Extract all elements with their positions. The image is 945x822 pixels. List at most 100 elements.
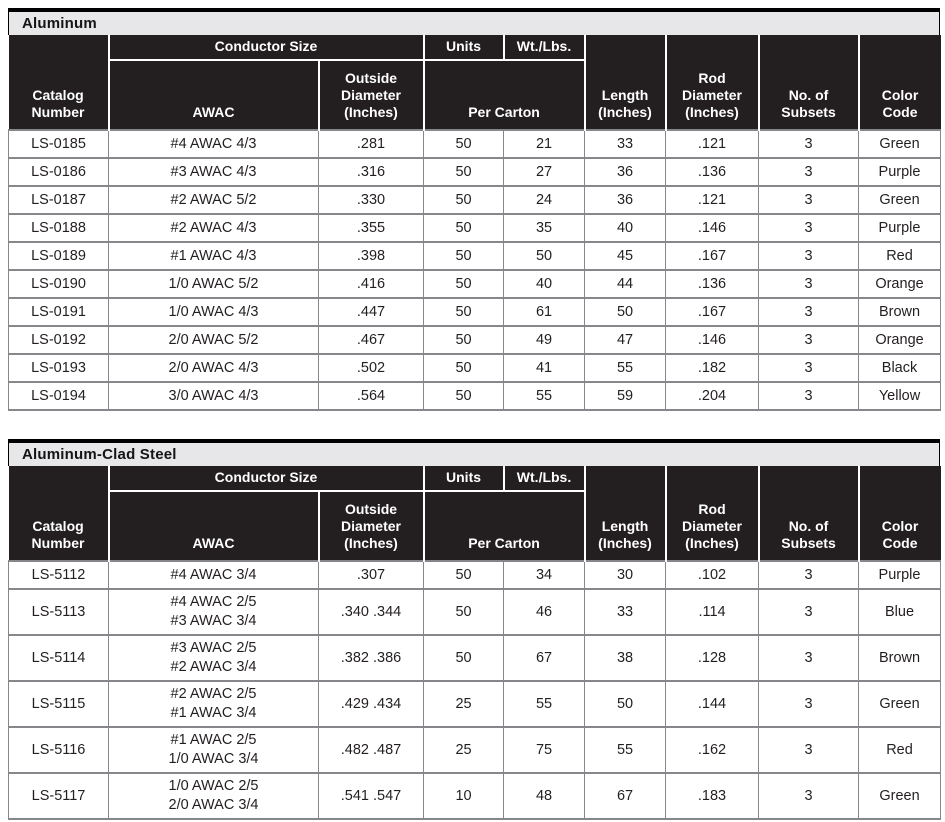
color-code-cell: Yellow [858,381,942,411]
outside-diameter-cell: .416 [317,269,425,299]
length-cell: 55 [584,353,667,383]
outside-diameter-cell: .340 .344 [317,588,425,636]
wt-lbs-cell: 50 [503,241,586,271]
awac-cell: #1 AWAC 4/3 [108,241,319,271]
rod-diameter-cell: .102 [665,560,760,590]
table-row: LS-5116 #1 AWAC 2/5 1/0 AWAC 3/4.482 .487… [8,726,942,774]
subsets-cell: 3 [758,325,860,355]
color-code-cell: Purple [858,157,942,187]
table-row: LS-0193 2/0 AWAC 4/3.502 50 41 55.182 3 Black [8,353,942,383]
outside-diameter-cell: .564 [317,381,425,411]
outside-diameter-cell: .281 [317,129,425,159]
subsets-cell: 3 [758,560,860,590]
wt-lbs-cell: 61 [503,297,586,327]
header-row-bottom: AWAC Outside Diameter (Inches) Per Carto… [9,59,941,130]
table-title: Aluminum-Clad Steel [22,446,177,463]
aluminum-clad-steel-title-bar: Aluminum-Clad Steel [8,439,940,466]
table-row: LS-0187 #2 AWAC 5/2.330 50 24 36.121 3 Green [8,185,942,215]
table-row: LS-0186 #3 AWAC 4/3.316 50 27 36.136 3 Purple [8,157,942,187]
header-color-code: Color Code [857,35,941,130]
table-row: LS-0191 1/0 AWAC 4/3.447 50 61 50.167 3 Brown [8,297,942,327]
table-row: LS-0194 3/0 AWAC 4/3.564 50 55 59.204 3 Yellow [8,381,942,411]
wt-lbs-cell: 40 [503,269,586,299]
length-cell: 50 [584,680,667,728]
catalog-number-cell: LS-0193 [8,353,109,383]
wt-lbs-cell: 67 [503,634,586,682]
outside-diameter-cell: .355 [317,213,425,243]
table-row: LS-5113 #4 AWAC 2/5 #3 AWAC 3/4.340 .344 5… [8,588,942,636]
subsets-cell: 3 [758,241,860,271]
table-row: LS-0185 #4 AWAC 4/3.281 50 21 33.121 3 Green [8,129,942,159]
awac-cell: 1/0 AWAC 2/5 2/0 AWAC 3/4 [108,772,319,820]
subsets-cell: 3 [758,157,860,187]
subsets-cell: 3 [758,213,860,243]
rod-diameter-cell: .204 [665,381,760,411]
aluminum-clad-steel-spec-table: Catalog Number Conductor Size Units Wt./… [8,466,942,820]
length-cell: 36 [584,185,667,215]
table-row: LS-5112 #4 AWAC 3/4.307 50 34 30.102 3 Purple [8,560,942,590]
subsets-cell: 3 [758,297,860,327]
units-cell: 50 [423,381,505,411]
wt-lbs-cell: 21 [503,129,586,159]
wt-lbs-cell: 41 [503,353,586,383]
table-title: Aluminum [22,15,97,32]
table-row: LS-5117 1/0 AWAC 2/5 2/0 AWAC 3/4.541 .54… [8,772,942,820]
header-length-inches: Length (Inches) [583,35,666,130]
catalog-number-cell: LS-0186 [8,157,109,187]
header-length-inches: Length (Inches) [583,466,666,561]
color-code-cell: Black [858,353,942,383]
catalog-number-cell: LS-0189 [8,241,109,271]
catalog-number-cell: LS-5114 [8,634,109,682]
units-cell: 50 [423,213,505,243]
outside-diameter-cell: .307 [317,560,425,590]
units-cell: 25 [423,726,505,774]
table-row: LS-0189 #1 AWAC 4/3.398 50 50 45.167 3 Red [8,241,942,271]
outside-diameter-cell: .398 [317,241,425,271]
color-code-cell: Orange [858,325,942,355]
length-cell: 44 [584,269,667,299]
rod-diameter-cell: .167 [665,241,760,271]
table-header: Catalog Number Conductor Size Units Wt./… [8,466,941,561]
subsets-cell: 3 [758,129,860,159]
table-row: LS-0188 #2 AWAC 4/3.355 50 35 40.146 3 Purple [8,213,942,243]
header-per-carton: Per Carton [422,490,585,561]
color-code-cell: Purple [858,560,942,590]
subsets-cell: 3 [758,772,860,820]
header-outside-diameter: Outside Diameter (Inches) [317,490,424,561]
header-conductor-size: Conductor Size [107,35,424,60]
color-code-cell: Blue [858,588,942,636]
wt-lbs-cell: 55 [503,680,586,728]
subsets-cell: 3 [758,680,860,728]
subsets-cell: 3 [758,353,860,383]
aluminum-clad-steel-table-body: LS-5112 #4 AWAC 3/4.307 50 34 30.102 3 Purple L… [8,560,942,820]
length-cell: 45 [584,241,667,271]
header-awac: AWAC [107,59,319,130]
header-no-of-subsets: No. of Subsets [757,466,859,561]
subsets-cell: 3 [758,269,860,299]
rod-diameter-cell: .121 [665,129,760,159]
length-cell: 33 [584,129,667,159]
catalog-number-cell: LS-5112 [8,560,109,590]
header-wt-lbs: Wt./Lbs. [502,466,585,491]
units-cell: 50 [423,157,505,187]
color-code-cell: Green [858,129,942,159]
units-cell: 50 [423,634,505,682]
aluminum-spec-table: Catalog Number Conductor Size Units Wt./… [8,35,942,411]
wt-lbs-cell: 24 [503,185,586,215]
header-row-top: Catalog Number Conductor Size Units Wt./… [8,35,941,130]
aluminum-section: Aluminum Catalog Number Conductor Size U… [8,8,942,411]
awac-cell: #4 AWAC 3/4 [108,560,319,590]
subsets-cell: 3 [758,726,860,774]
units-cell: 50 [423,129,505,159]
wt-lbs-cell: 55 [503,381,586,411]
catalog-number-cell: LS-0188 [8,213,109,243]
outside-diameter-cell: .482 .487 [317,726,425,774]
header-wt-lbs: Wt./Lbs. [502,35,585,60]
units-cell: 50 [423,353,505,383]
awac-cell: #3 AWAC 4/3 [108,157,319,187]
table-row: LS-5115 #2 AWAC 2/5 #1 AWAC 3/4.429 .434 2… [8,680,942,728]
units-cell: 25 [423,680,505,728]
rod-diameter-cell: .167 [665,297,760,327]
catalog-number-cell: LS-0194 [8,381,109,411]
header-row-top: Catalog Number Conductor Size Units Wt./… [8,466,941,561]
